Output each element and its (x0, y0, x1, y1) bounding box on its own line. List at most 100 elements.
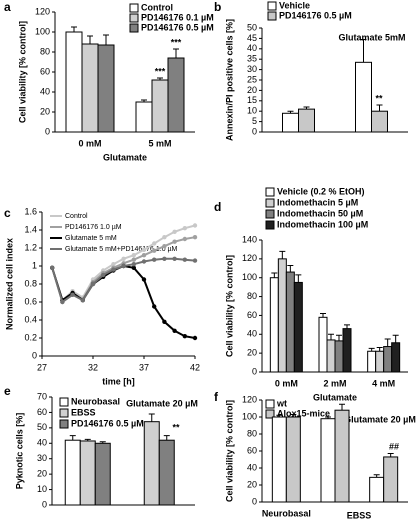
y-tick-label: 0.6 (24, 296, 37, 306)
y-tick-label: 1.6 (24, 206, 37, 216)
bar (369, 476, 385, 503)
error-bar (368, 347, 375, 352)
bar (383, 456, 399, 503)
x-tick-label: 5 mM (148, 138, 171, 148)
marker (50, 265, 55, 270)
legend-label: Alox15-mice (277, 408, 330, 418)
bar (355, 61, 372, 133)
legend-label: PD146176 0.5 µM (279, 10, 352, 20)
error-bar (163, 435, 170, 441)
y-tick-label: 60 (37, 407, 47, 417)
error-bar (103, 34, 109, 45)
marker (172, 256, 177, 261)
error-bar (392, 334, 399, 343)
marker (131, 253, 136, 258)
legend-label: PD146176 0.1 µM (141, 12, 214, 22)
error-bar (157, 77, 163, 80)
error-bar (328, 333, 334, 340)
error-bar (373, 474, 380, 478)
x-tick-label: 4 mM (372, 378, 395, 388)
error-bar (344, 324, 350, 329)
y-tick-label: 100 (242, 272, 257, 282)
y-tick-label: 0 (252, 366, 257, 376)
legend-label: wt (276, 398, 287, 408)
y-tick-label: 50 (247, 22, 257, 32)
bar (135, 101, 153, 133)
x-tick-label: 0 mM (275, 378, 298, 388)
error-bar (325, 416, 331, 419)
x-tick-label: 32 (88, 362, 98, 372)
marker (131, 265, 136, 270)
marker (80, 298, 86, 303)
x-tick-label: 0 mM (78, 138, 101, 148)
marker (141, 277, 147, 282)
marker (152, 248, 157, 253)
y-tick-label: 20 (247, 85, 257, 95)
annotation: ** (172, 422, 180, 432)
y-axis-label: Pyknotic cells [%] (14, 413, 24, 490)
error-bar (376, 346, 383, 352)
error-bar (290, 413, 297, 417)
bar (293, 281, 303, 373)
y-tick-label: 40 (247, 329, 257, 339)
y-tick-label: 100 (35, 26, 50, 36)
error-bar (173, 48, 179, 58)
y-tick-label: 0 (42, 499, 47, 509)
marker (101, 272, 106, 278)
annotation: Glutamate 20 µM (344, 414, 416, 424)
y-tick-label: 30 (247, 64, 257, 74)
y-tick-label: 80 (247, 428, 257, 438)
annotation: ## (389, 441, 399, 451)
y-tick-label: 1 (32, 260, 37, 270)
y-tick-label: 40 (247, 43, 257, 53)
legend-swatch (265, 220, 275, 230)
legend-label: Indomethacin 5 µM (277, 197, 358, 207)
bar (367, 350, 377, 373)
marker (192, 258, 198, 263)
panel-label: c (4, 206, 11, 220)
bar (320, 418, 336, 503)
bar (79, 440, 96, 506)
error-bar (71, 26, 77, 32)
marker (121, 263, 126, 269)
y-tick-label: 120 (242, 253, 257, 263)
error-bar (336, 334, 342, 341)
bar (81, 43, 99, 133)
y-axis-label: Cell viability [% control] (224, 400, 234, 502)
error-bar (303, 106, 310, 110)
bar (158, 439, 175, 506)
y-tick-label: 5 (252, 116, 257, 126)
error-bar (287, 264, 294, 273)
panel-label: d (214, 200, 221, 214)
y-axis-label: Cell viability [% control] (17, 21, 27, 123)
y-tick-label: 40 (247, 462, 257, 472)
legend-label: Neurobasal (71, 396, 120, 406)
legend-label: PD146176 0.5 µM (71, 418, 144, 428)
error-bar (148, 413, 155, 422)
y-tick-label: 20 (37, 469, 47, 479)
bar (65, 31, 83, 133)
bar (371, 110, 388, 133)
legend-swatch (59, 397, 69, 407)
y-tick-label: 0.4 (24, 314, 37, 324)
annotation: ** (375, 93, 383, 103)
panel-label: f (214, 390, 219, 404)
legend-label: Vehicle (279, 0, 310, 10)
legend-label: Control (141, 2, 173, 12)
x-tick-label: 27 (37, 362, 47, 372)
error-bar (360, 38, 367, 63)
bar (151, 79, 169, 133)
y-tick-label: 0 (32, 350, 37, 360)
annotation: Glutamate 20 µM (126, 398, 198, 408)
bar (282, 112, 299, 133)
marker (70, 292, 75, 297)
bar (97, 44, 115, 133)
error-bar (387, 453, 394, 457)
y-tick-label: 100 (242, 411, 257, 421)
bar (167, 57, 185, 133)
y-tick-label: 20 (40, 106, 50, 116)
y-tick-label: 60 (247, 310, 257, 320)
y-tick-label: 0.2 (24, 332, 37, 342)
x-tick-label: 2 mM (323, 378, 346, 388)
